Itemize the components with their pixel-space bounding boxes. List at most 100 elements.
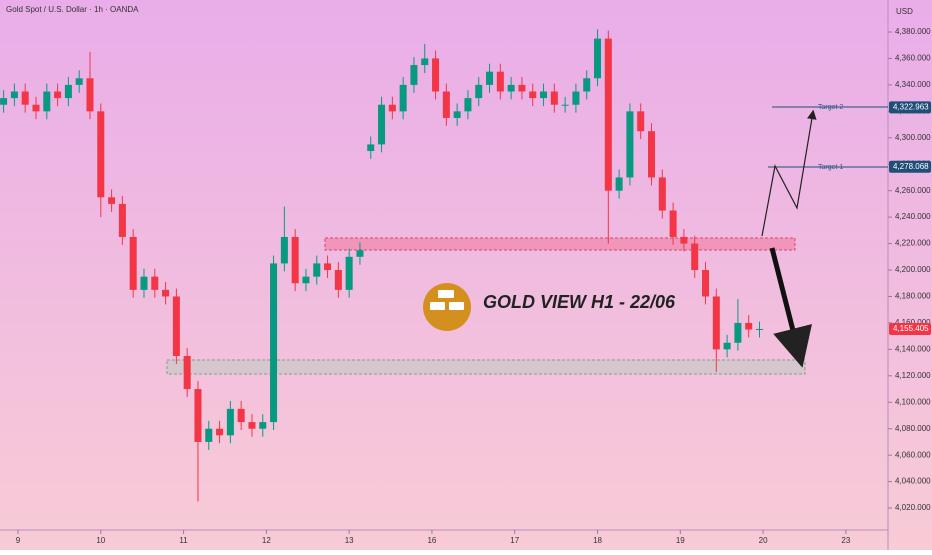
symbol-header: Gold Spot / U.S. Dollar · 1h · OANDA xyxy=(6,5,139,14)
price-label-box xyxy=(889,322,931,335)
candle-body xyxy=(86,78,94,112)
candle-body xyxy=(561,104,569,106)
price-label-box xyxy=(889,160,931,173)
candle-body xyxy=(118,203,126,237)
candle-body xyxy=(540,91,548,99)
candle-body xyxy=(745,322,753,330)
y-tick-label: 4,060.000 xyxy=(895,450,931,459)
x-tick-label: 11 xyxy=(179,536,188,545)
y-tick-label: 4,160.000 xyxy=(895,318,931,327)
candle-body xyxy=(345,256,353,290)
annotation: Target 1 xyxy=(818,164,843,171)
candle-body xyxy=(507,84,515,92)
candle-body xyxy=(367,144,375,152)
y-tick-label: 4,200.000 xyxy=(895,265,931,274)
candle-body xyxy=(421,58,429,66)
candle-body xyxy=(496,71,504,92)
price-label: 4,155.405 xyxy=(893,324,929,333)
candle-body xyxy=(172,296,180,356)
candle-body xyxy=(594,38,602,79)
candle-body xyxy=(626,111,634,178)
currency: USD xyxy=(896,7,913,16)
candle-body xyxy=(615,177,623,191)
y-tick-label: 4,020.000 xyxy=(895,503,931,512)
candle-body xyxy=(475,84,483,99)
chart-title: GOLD VIEW H1 - 22/06 xyxy=(483,292,676,312)
support-zone xyxy=(166,359,806,375)
candle-body xyxy=(637,111,645,132)
y-tick-label: 4,040.000 xyxy=(895,477,931,486)
x-tick-label: 16 xyxy=(427,536,436,545)
y-tick-label: 4,180.000 xyxy=(895,292,931,301)
candle-body xyxy=(486,71,494,85)
candle-body xyxy=(43,91,51,112)
candle-body xyxy=(183,355,191,390)
candle-body xyxy=(291,236,299,284)
candle-body xyxy=(108,197,116,204)
candle-body xyxy=(151,276,159,290)
y-tick-label: 4,100.000 xyxy=(895,397,931,406)
y-tick-label: 4,380.000 xyxy=(895,27,931,36)
candle-body xyxy=(529,91,537,99)
candle-body xyxy=(324,263,332,271)
candle-body xyxy=(162,289,170,297)
candle-body xyxy=(691,243,699,271)
candle-body xyxy=(270,263,278,423)
candle-body xyxy=(237,408,245,423)
y-tick-label: 4,220.000 xyxy=(895,239,931,248)
x-tick-label: 13 xyxy=(345,536,354,545)
x-tick-label: 17 xyxy=(510,536,519,545)
x-tick-label: 19 xyxy=(676,536,685,545)
price-label: 4,322.963 xyxy=(893,103,929,112)
y-tick-label: 4,300.000 xyxy=(895,133,931,142)
logo xyxy=(423,283,471,331)
y-tick-label: 4,240.000 xyxy=(895,212,931,221)
candle-body xyxy=(10,91,18,99)
candle-body xyxy=(356,250,364,257)
candle-body xyxy=(378,104,386,145)
candle-body xyxy=(140,276,148,290)
x-tick-label: 9 xyxy=(16,536,21,545)
candle-body xyxy=(399,84,407,112)
candle-body xyxy=(572,91,580,105)
y-tick-label: 4,140.000 xyxy=(895,344,931,353)
candle-body xyxy=(734,322,742,343)
candle-body xyxy=(313,263,321,277)
annotation: Target 2 xyxy=(818,104,843,111)
y-tick-label: 4,360.000 xyxy=(895,54,931,63)
bearish-arrow xyxy=(769,247,812,368)
candle-body xyxy=(432,58,440,92)
candle-body xyxy=(75,78,83,85)
candle-body xyxy=(604,38,612,191)
y-tick-label: 4,260.000 xyxy=(895,186,931,195)
candle-body xyxy=(669,210,677,237)
candle-body xyxy=(410,65,418,85)
candle-body xyxy=(302,276,310,284)
candle-body xyxy=(216,428,224,436)
candle-body xyxy=(583,78,591,92)
resistance-zone xyxy=(324,237,796,251)
x-tick-label: 20 xyxy=(759,536,768,545)
candle-body xyxy=(129,236,137,290)
y-tick-label: 4,080.000 xyxy=(895,424,931,433)
x-tick-label: 12 xyxy=(262,536,271,545)
candle-body xyxy=(518,84,526,92)
y-tick-label: 4,120.000 xyxy=(895,371,931,380)
candle-body xyxy=(64,84,72,99)
candle-body xyxy=(194,389,202,442)
candle-body xyxy=(0,98,8,105)
candle-body xyxy=(205,428,213,442)
candle-body xyxy=(226,408,234,436)
candle-body xyxy=(701,270,710,297)
candle-body xyxy=(388,104,396,112)
candle-body xyxy=(464,98,472,112)
bullish-path xyxy=(761,109,817,237)
candle-body xyxy=(32,104,40,112)
candle-body xyxy=(54,91,62,99)
x-tick-label: 10 xyxy=(96,536,105,545)
candle-body xyxy=(259,422,267,429)
price-label-box xyxy=(889,101,931,114)
